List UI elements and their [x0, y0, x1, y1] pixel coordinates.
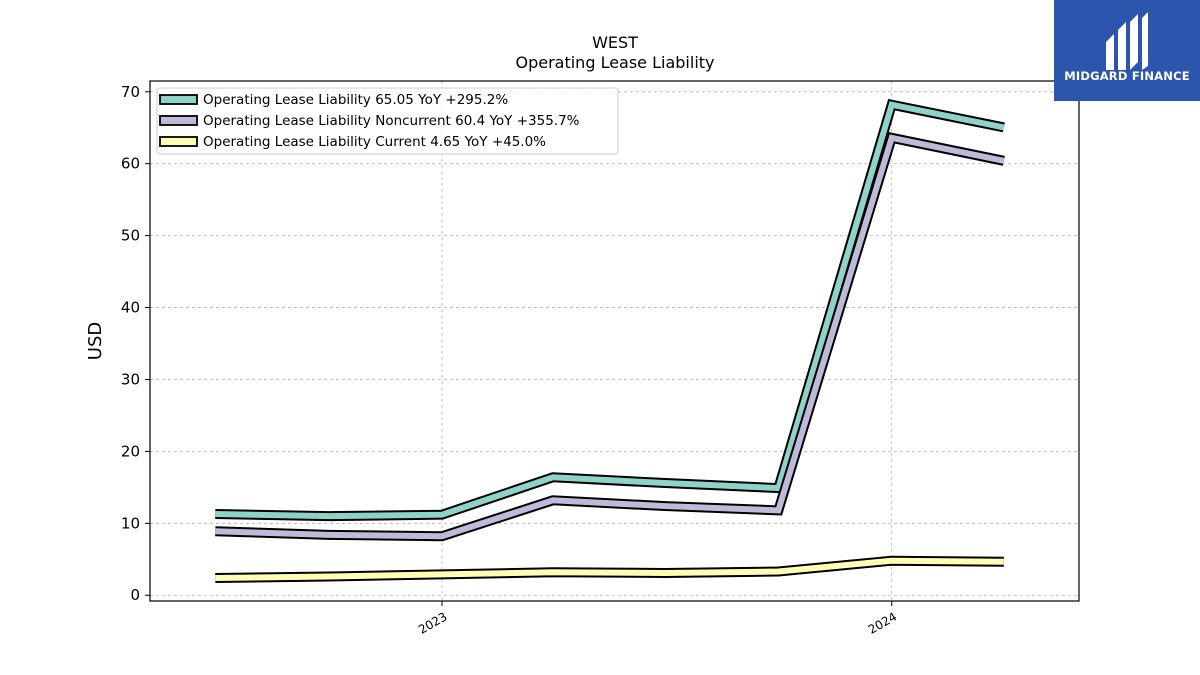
series-line-1: [215, 134, 1005, 540]
y-tick-label: 10: [121, 514, 140, 532]
series-line-0: [215, 101, 1005, 520]
gridlines: [150, 81, 1079, 601]
y-tick-label: 40: [121, 299, 140, 317]
y-tick-label: 20: [121, 442, 140, 460]
chart-subtitle: Operating Lease Liability: [515, 53, 714, 72]
logo-mark-icon: [1106, 12, 1148, 70]
chart-title: WEST: [592, 33, 638, 52]
y-tick-label: 0: [130, 586, 140, 604]
y-tick-label: 60: [121, 155, 140, 173]
logo-text: MIDGARD FINANCE: [1064, 69, 1190, 83]
x-axis-ticks: 2023 2024: [416, 601, 899, 637]
y-axis-ticks: 0 10 20 30 40 50 60 70: [121, 83, 150, 604]
x-tick-label: 2023: [416, 609, 449, 636]
legend-swatch: [159, 115, 198, 126]
x-tick-label: 2024: [866, 609, 899, 636]
y-tick-label: 30: [121, 370, 140, 388]
series-line-2: [215, 557, 1004, 581]
y-tick-label: 70: [121, 83, 140, 101]
plot-frame: [149, 80, 1080, 602]
legend: Operating Lease Liability 65.05 YoY +295…: [156, 87, 619, 155]
legend-swatch: [159, 136, 198, 147]
y-axis-label: USD: [85, 322, 106, 360]
series-lines: [215, 98, 1005, 583]
legend-label: Operating Lease Liability Noncurrent 60.…: [203, 113, 580, 129]
legend-box: [156, 87, 619, 155]
brand-logo: MIDGARD FINANCE: [1054, 0, 1200, 101]
legend-label: Operating Lease Liability Current 4.65 Y…: [203, 134, 546, 150]
legend-label: Operating Lease Liability 65.05 YoY +295…: [203, 92, 508, 108]
legend-swatch: [159, 94, 198, 105]
y-tick-label: 50: [121, 227, 140, 245]
